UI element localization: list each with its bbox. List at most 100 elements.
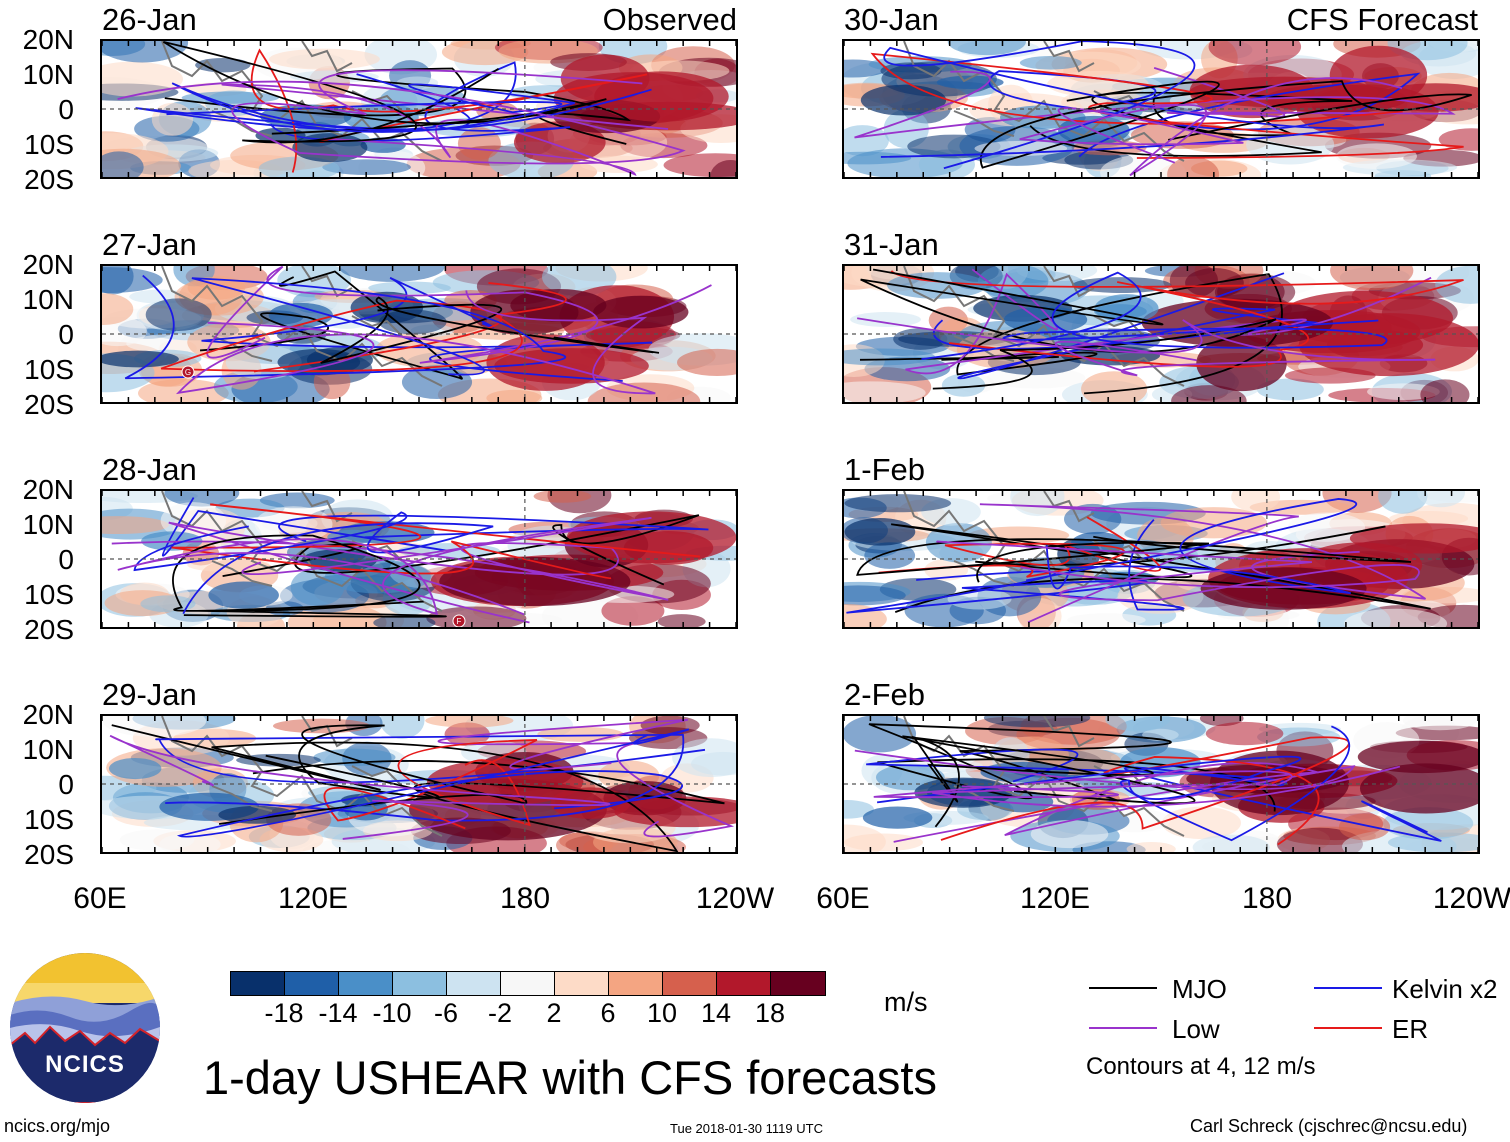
anomaly-blob	[102, 41, 189, 63]
lat-label: 10S	[24, 804, 74, 835]
anomaly-blob	[373, 615, 436, 627]
anomaly-blob	[924, 559, 969, 581]
anomaly-blob	[255, 127, 306, 144]
anomaly-blob	[1420, 379, 1470, 402]
contour-line	[890, 270, 1464, 368]
contour-line	[250, 48, 648, 173]
contour-line	[940, 736, 1350, 846]
colorbar-swatch	[393, 972, 447, 995]
contour-line	[162, 41, 607, 144]
anomaly-blob	[672, 738, 736, 778]
colorbar-tick: 10	[646, 998, 678, 1028]
legend-label-mjo: MJO	[1172, 974, 1227, 1004]
anomaly-blob	[1161, 806, 1242, 840]
colorbar-tick: -10	[372, 998, 412, 1028]
anomaly-blob	[862, 806, 933, 829]
panel-date: 30-Jan	[844, 2, 939, 37]
lon-label: 60E	[816, 882, 870, 915]
anomaly-blob	[1402, 716, 1477, 731]
anomaly-blob	[140, 595, 196, 613]
colorbar-tick: 6	[600, 998, 616, 1028]
anomaly-blob	[102, 716, 207, 737]
legend-swatch-er	[1314, 1027, 1382, 1029]
anomaly-blob	[145, 298, 212, 332]
contour-note: Contours at 4, 12 m/s	[1086, 1053, 1316, 1080]
anomaly-blob	[1256, 378, 1324, 401]
cfs-forecast-title: CFS Forecast	[1286, 2, 1478, 37]
lat-label: 20S	[24, 839, 74, 870]
contour-line	[870, 52, 1464, 159]
anomaly-blob	[1067, 613, 1146, 627]
map-panel	[100, 39, 738, 179]
anomaly-blob	[1338, 813, 1391, 841]
anomaly-blob	[1141, 298, 1334, 347]
lat-label: 10N	[22, 284, 74, 315]
contour-line	[902, 735, 1196, 828]
lat-label: 20S	[24, 614, 74, 645]
storm-marker	[452, 614, 466, 627]
anomaly-blob	[844, 125, 889, 157]
contour-line	[133, 511, 494, 615]
anomaly-blob	[218, 805, 297, 824]
anomaly-blob	[1382, 807, 1474, 840]
lon-label: 120E	[277, 882, 349, 915]
contour-line	[905, 268, 1432, 375]
legend-swatch-kelvin	[1314, 987, 1382, 989]
lon-label: 180	[499, 882, 551, 915]
colorbar-swatch	[501, 972, 555, 995]
contour-line	[171, 503, 701, 580]
lat-label: 20N	[22, 249, 74, 280]
contour-line	[172, 534, 447, 618]
anomaly-blob	[844, 348, 936, 366]
colorbar-tick: 2	[546, 998, 562, 1028]
colorbar-tick: 18	[754, 998, 786, 1028]
footer-link[interactable]: ncics.org/mjo	[4, 1116, 111, 1136]
anomaly-blob	[710, 160, 736, 177]
map-graphic: G	[102, 266, 736, 402]
anomaly-blob	[1192, 834, 1270, 852]
anomaly-blob	[151, 102, 194, 136]
contour-line	[161, 497, 709, 557]
anomaly-blob	[566, 511, 736, 564]
anomaly-blob	[860, 84, 947, 116]
lon-label: 120W	[695, 882, 775, 915]
colorbar-tick: -14	[318, 998, 358, 1028]
lat-label: 20S	[24, 389, 74, 420]
colorbar-swatch	[555, 972, 609, 995]
map-graphic	[844, 41, 1478, 177]
colorbar-swatch	[663, 972, 717, 995]
contour-line	[160, 282, 567, 373]
lat-label: 10S	[24, 354, 74, 385]
map-graphic	[102, 716, 736, 852]
anomaly-blob	[1189, 76, 1379, 108]
anomaly-blob	[614, 796, 736, 828]
anomaly-blob	[269, 48, 380, 70]
contour-line	[166, 82, 652, 133]
lat-label: 10S	[24, 579, 74, 610]
contour-line	[176, 728, 690, 838]
anomaly-blob	[941, 373, 986, 397]
colorbar-swatch	[339, 972, 393, 995]
colorbar-tick: -6	[433, 998, 458, 1028]
anomaly-blob	[102, 293, 134, 325]
storm-marker-label: F	[457, 617, 462, 626]
anomaly-blob	[977, 266, 1049, 299]
map-panel	[842, 264, 1480, 404]
storm-marker-label: G	[185, 368, 191, 377]
anomaly-blob	[936, 75, 1004, 90]
footer-credit: Carl Schreck (cjschrec@ncsu.edu)	[1190, 1116, 1468, 1136]
contour-line	[206, 266, 712, 364]
colorbar-swatch	[231, 972, 285, 995]
contour-line	[109, 734, 611, 840]
anomaly-blob	[844, 494, 952, 513]
anomaly-blob	[457, 127, 501, 160]
colorbar-swatch	[447, 972, 501, 995]
anomaly-blob	[444, 722, 490, 747]
map-panel	[842, 714, 1480, 854]
legend-swatch-low	[1089, 1027, 1157, 1029]
coastline	[903, 266, 1185, 387]
anomaly-blob	[109, 757, 162, 780]
contour-line	[117, 516, 652, 616]
anomaly-blob	[844, 381, 926, 402]
contour-line	[1019, 77, 1403, 177]
